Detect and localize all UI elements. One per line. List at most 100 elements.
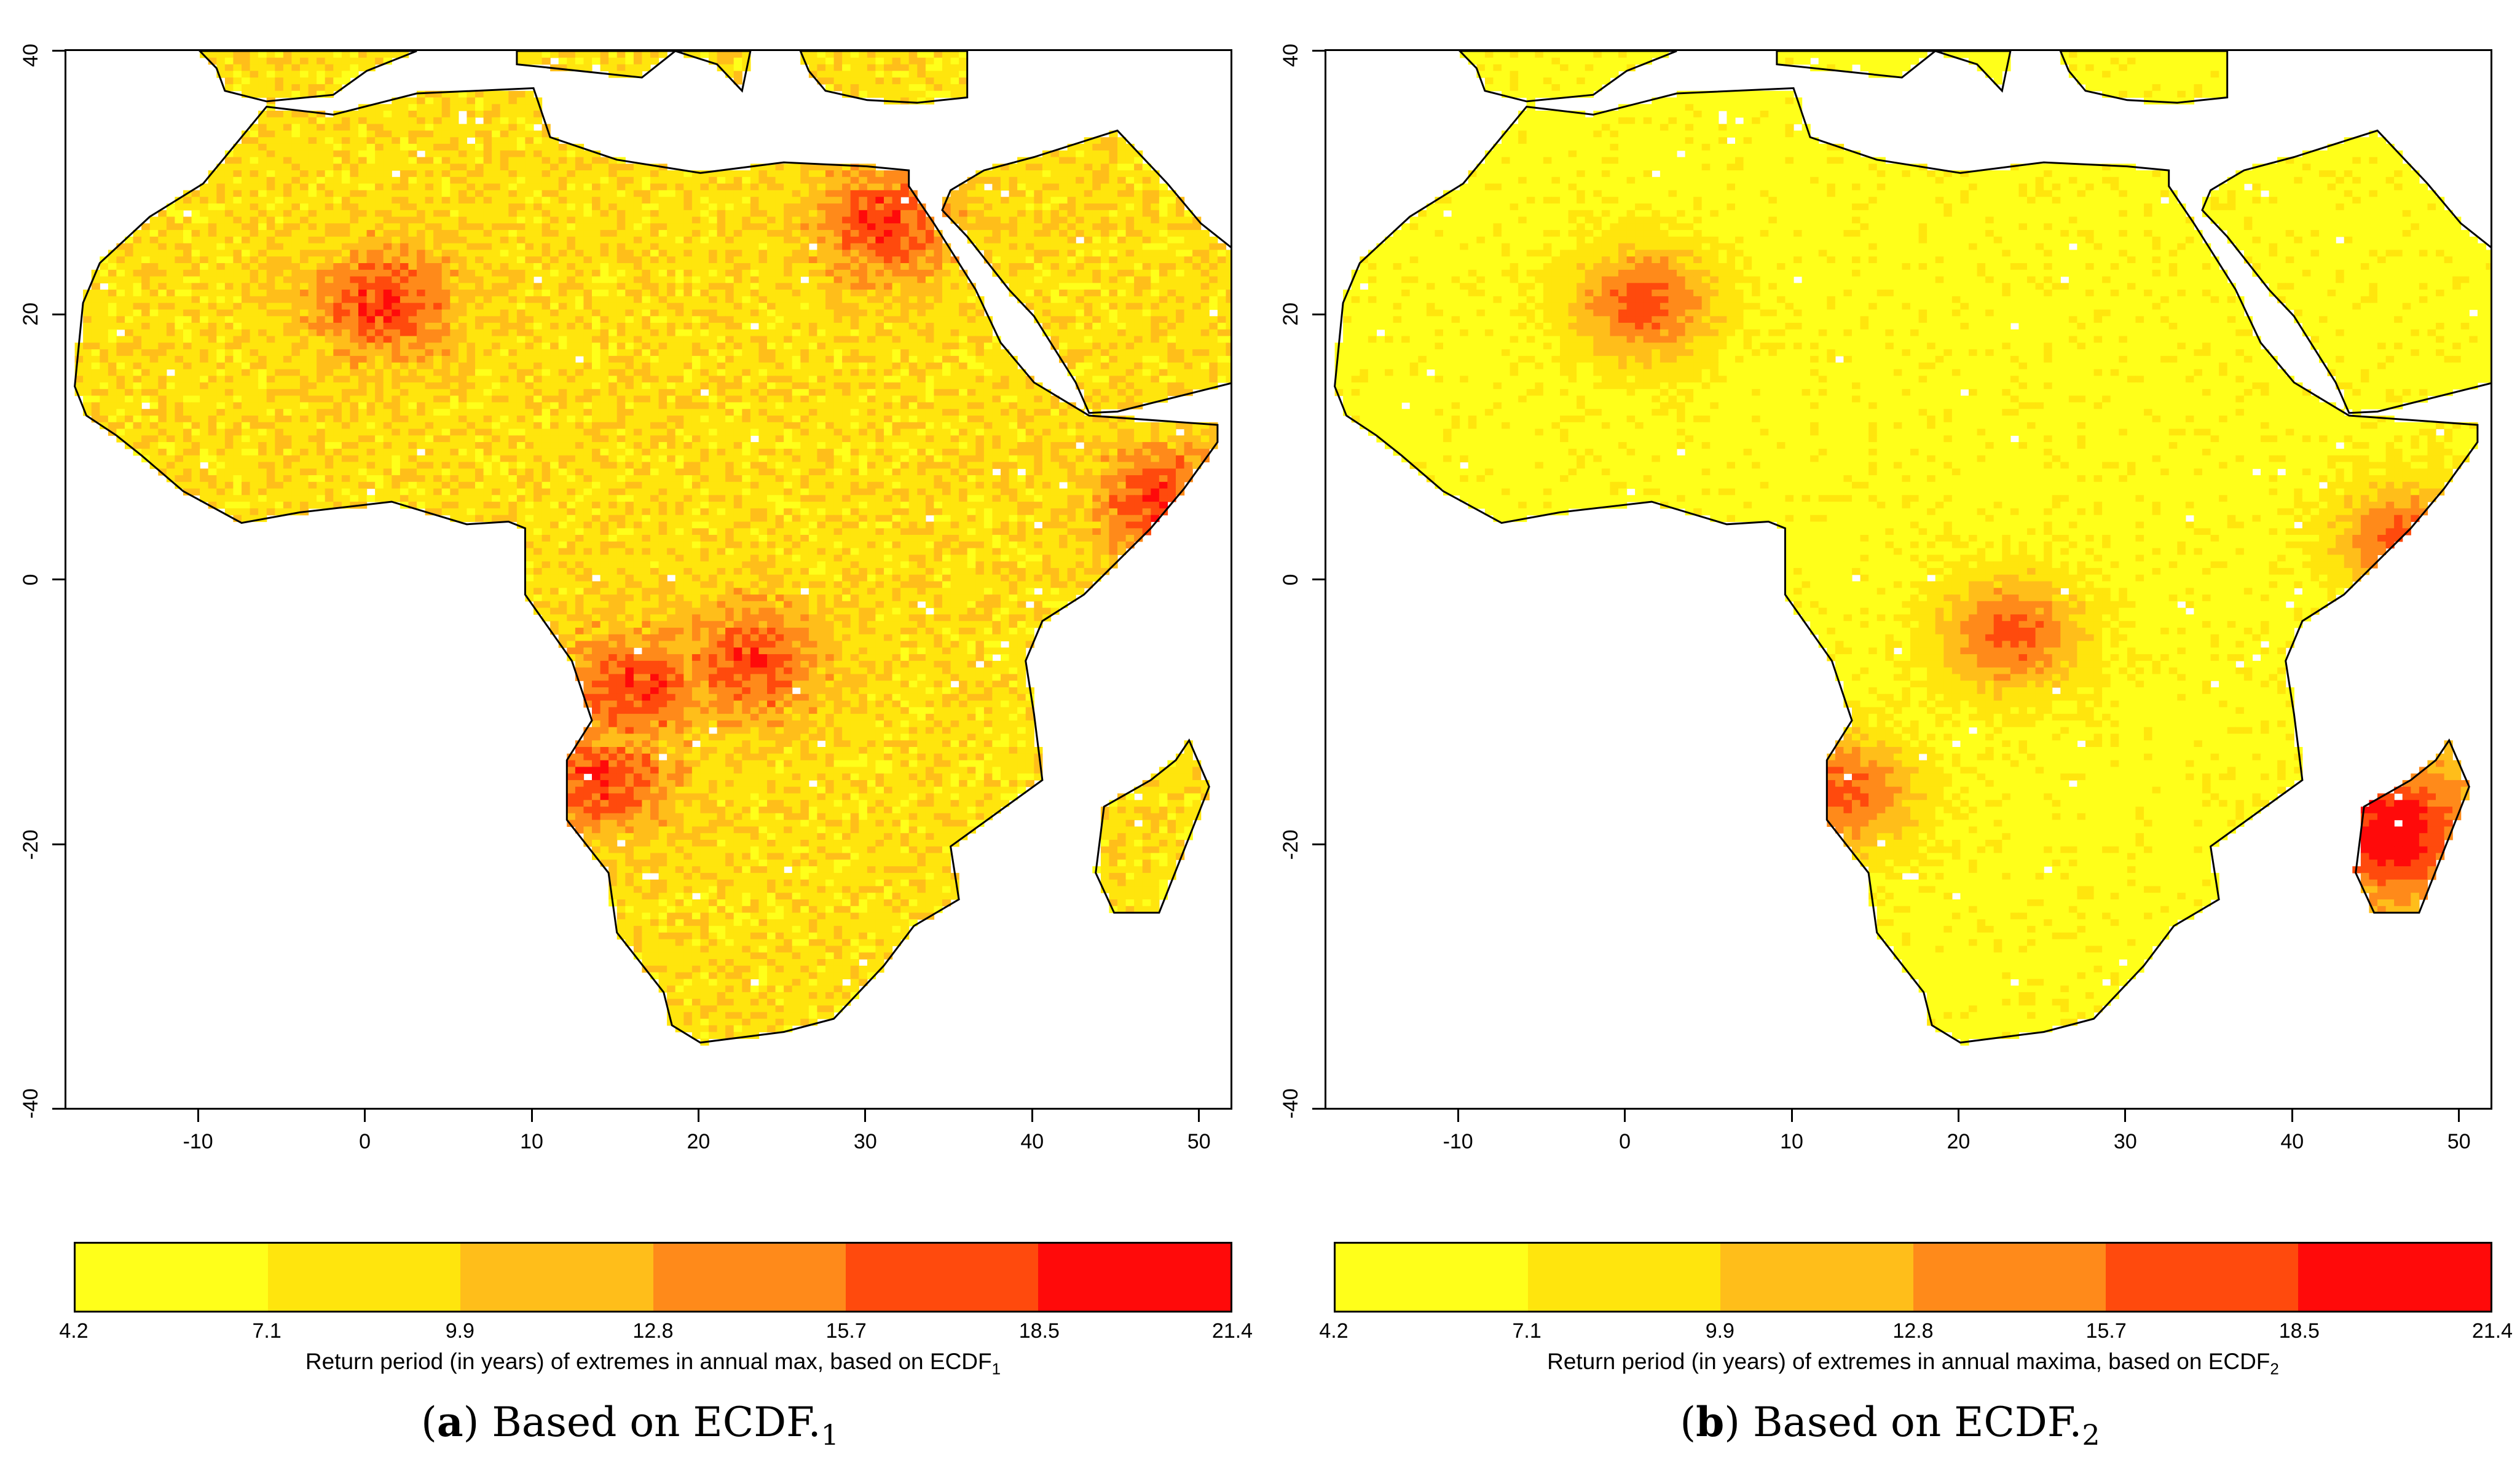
grid-cell bbox=[1125, 283, 1135, 290]
grid-cell bbox=[850, 376, 859, 383]
grid-cell bbox=[1176, 236, 1185, 244]
grid-cell bbox=[433, 283, 443, 290]
grid-cell bbox=[742, 329, 751, 337]
grid-cell bbox=[258, 77, 267, 85]
grid-cell bbox=[433, 97, 443, 105]
grid-cell bbox=[975, 316, 985, 323]
grid-cell bbox=[733, 64, 742, 71]
grid-cell bbox=[808, 349, 818, 357]
grid-cell bbox=[175, 302, 184, 310]
grid-cell bbox=[592, 316, 601, 323]
grid-cell bbox=[108, 376, 117, 383]
grid-cell bbox=[516, 250, 526, 257]
grid-cell bbox=[1142, 164, 1151, 171]
grid-cell bbox=[608, 250, 618, 257]
grid-cell bbox=[417, 336, 426, 343]
grid-cell bbox=[592, 150, 601, 158]
grid-cell bbox=[317, 84, 326, 92]
grid-cell bbox=[425, 164, 434, 171]
grid-cell bbox=[683, 216, 693, 224]
grid-cell bbox=[1050, 183, 1060, 191]
grid-cell bbox=[616, 243, 626, 251]
grid-cell bbox=[208, 382, 217, 390]
grid-cell bbox=[441, 263, 451, 270]
grid-cell bbox=[458, 369, 468, 376]
grid-cell bbox=[884, 323, 893, 330]
grid-cell bbox=[266, 57, 275, 65]
grid-cell bbox=[758, 376, 768, 383]
grid-cell bbox=[658, 276, 667, 283]
grid-cell bbox=[500, 130, 509, 138]
grid-cell bbox=[166, 243, 176, 251]
grid-cell bbox=[400, 362, 409, 370]
grid-cell bbox=[366, 302, 376, 310]
grid-cell bbox=[534, 236, 543, 244]
grid-cell bbox=[892, 269, 901, 277]
grid-cell bbox=[733, 323, 742, 330]
grid-cell bbox=[917, 64, 926, 71]
grid-cell bbox=[258, 183, 267, 191]
grid-cell bbox=[942, 203, 951, 211]
grid-cell bbox=[950, 77, 959, 85]
grid-cell bbox=[658, 336, 667, 343]
grid-cell bbox=[441, 302, 451, 310]
grid-cell bbox=[216, 382, 226, 390]
grid-cell bbox=[1100, 230, 1110, 237]
grid-cell bbox=[250, 157, 259, 164]
grid-cell bbox=[483, 223, 492, 231]
grid-cell bbox=[1159, 269, 1168, 277]
grid-cell bbox=[842, 296, 851, 304]
grid-cell bbox=[1209, 336, 1218, 343]
grid-cell bbox=[808, 290, 818, 297]
grid-cell bbox=[291, 137, 301, 144]
grid-cell bbox=[417, 197, 426, 204]
grid-cell bbox=[175, 236, 184, 244]
grid-cell bbox=[275, 382, 284, 390]
grid-cell bbox=[875, 283, 884, 290]
grid-cell bbox=[950, 349, 959, 357]
grid-cell bbox=[1001, 256, 1010, 264]
grid-cell bbox=[1084, 269, 1093, 277]
grid-cell bbox=[417, 124, 426, 131]
grid-cell bbox=[750, 190, 760, 197]
grid-cell bbox=[541, 269, 551, 277]
grid-cell bbox=[842, 64, 851, 71]
grid-cell bbox=[817, 77, 826, 85]
grid-cell bbox=[1151, 256, 1160, 264]
grid-cell bbox=[425, 329, 434, 337]
grid-cell bbox=[558, 369, 567, 376]
grid-cell bbox=[942, 71, 951, 78]
grid-cell bbox=[658, 376, 667, 383]
grid-cell bbox=[350, 183, 359, 191]
grid-cell bbox=[350, 329, 359, 337]
grid-cell bbox=[242, 137, 251, 144]
grid-cell bbox=[550, 323, 559, 330]
grid-cell bbox=[775, 323, 784, 330]
grid-cell bbox=[1117, 197, 1127, 204]
grid-cell bbox=[767, 296, 776, 304]
grid-cell bbox=[825, 302, 835, 310]
grid-cell bbox=[875, 296, 884, 304]
grid-cell bbox=[1167, 283, 1176, 290]
grid-cell bbox=[116, 362, 125, 370]
grid-cell bbox=[917, 97, 926, 105]
grid-cell bbox=[441, 355, 451, 363]
grid-cell bbox=[233, 269, 242, 277]
grid-cell bbox=[375, 143, 384, 151]
grid-cell bbox=[667, 276, 676, 283]
grid-cell bbox=[925, 236, 935, 244]
grid-cell bbox=[441, 216, 451, 224]
grid-cell bbox=[308, 210, 317, 218]
grid-cell bbox=[784, 190, 793, 197]
grid-cell bbox=[875, 323, 884, 330]
grid-cell bbox=[833, 283, 843, 290]
grid-cell bbox=[667, 170, 676, 178]
grid-cell bbox=[817, 216, 826, 224]
grid-cell bbox=[500, 164, 509, 171]
grid-cell bbox=[467, 157, 476, 164]
grid-cell bbox=[975, 236, 985, 244]
grid-cell bbox=[1184, 210, 1193, 218]
grid-cell bbox=[1151, 269, 1160, 277]
grid-cell bbox=[1151, 323, 1160, 330]
grid-cell bbox=[1125, 190, 1135, 197]
